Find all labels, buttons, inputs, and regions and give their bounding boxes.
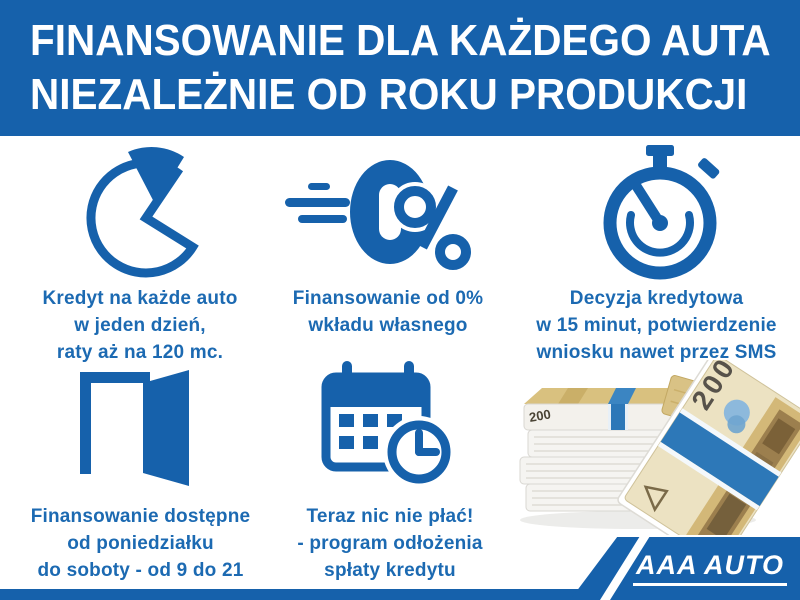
feature-text-pay-later: Teraz nic nie płać! - program odłożenia … (297, 506, 483, 581)
calendar-clock-icon (321, 361, 455, 488)
open-door-icon (80, 370, 189, 486)
feature-text-zero-percent: Finansowanie od 0% wkładu własnego (292, 288, 484, 336)
zero-percent-icon (285, 160, 471, 270)
logo-text: AAA AUTO (633, 550, 787, 586)
leaning-banknote-bundle: 200 (617, 360, 800, 535)
feature-text-availability: Finansowanie dostępne od poniedziałku do… (30, 506, 251, 581)
stopwatch-icon (603, 145, 720, 280)
header-line-2: NIEZALEŻNIE OD ROKU PRODUKCJI (30, 70, 748, 119)
pie-chart-icon (86, 147, 199, 278)
header-line-1: FINANSOWANIE DLA KAŻDEGO AUTA (30, 16, 771, 65)
feature-text-decision: Decyzja kredytowa w 15 minut, potwierdze… (536, 288, 777, 363)
money-stack-image: 200 200 (519, 360, 800, 535)
banknote-value: 200 (528, 406, 552, 425)
bottom-accent-strip (0, 589, 800, 600)
aaa-auto-logo: AAA AUTO (570, 537, 800, 600)
header-banner: FINANSOWANIE DLA KAŻDEGO AUTA NIEZALEŻNI… (0, 0, 800, 136)
feature-text-loan: Kredyt na każde auto w jeden dzień, raty… (42, 288, 238, 363)
